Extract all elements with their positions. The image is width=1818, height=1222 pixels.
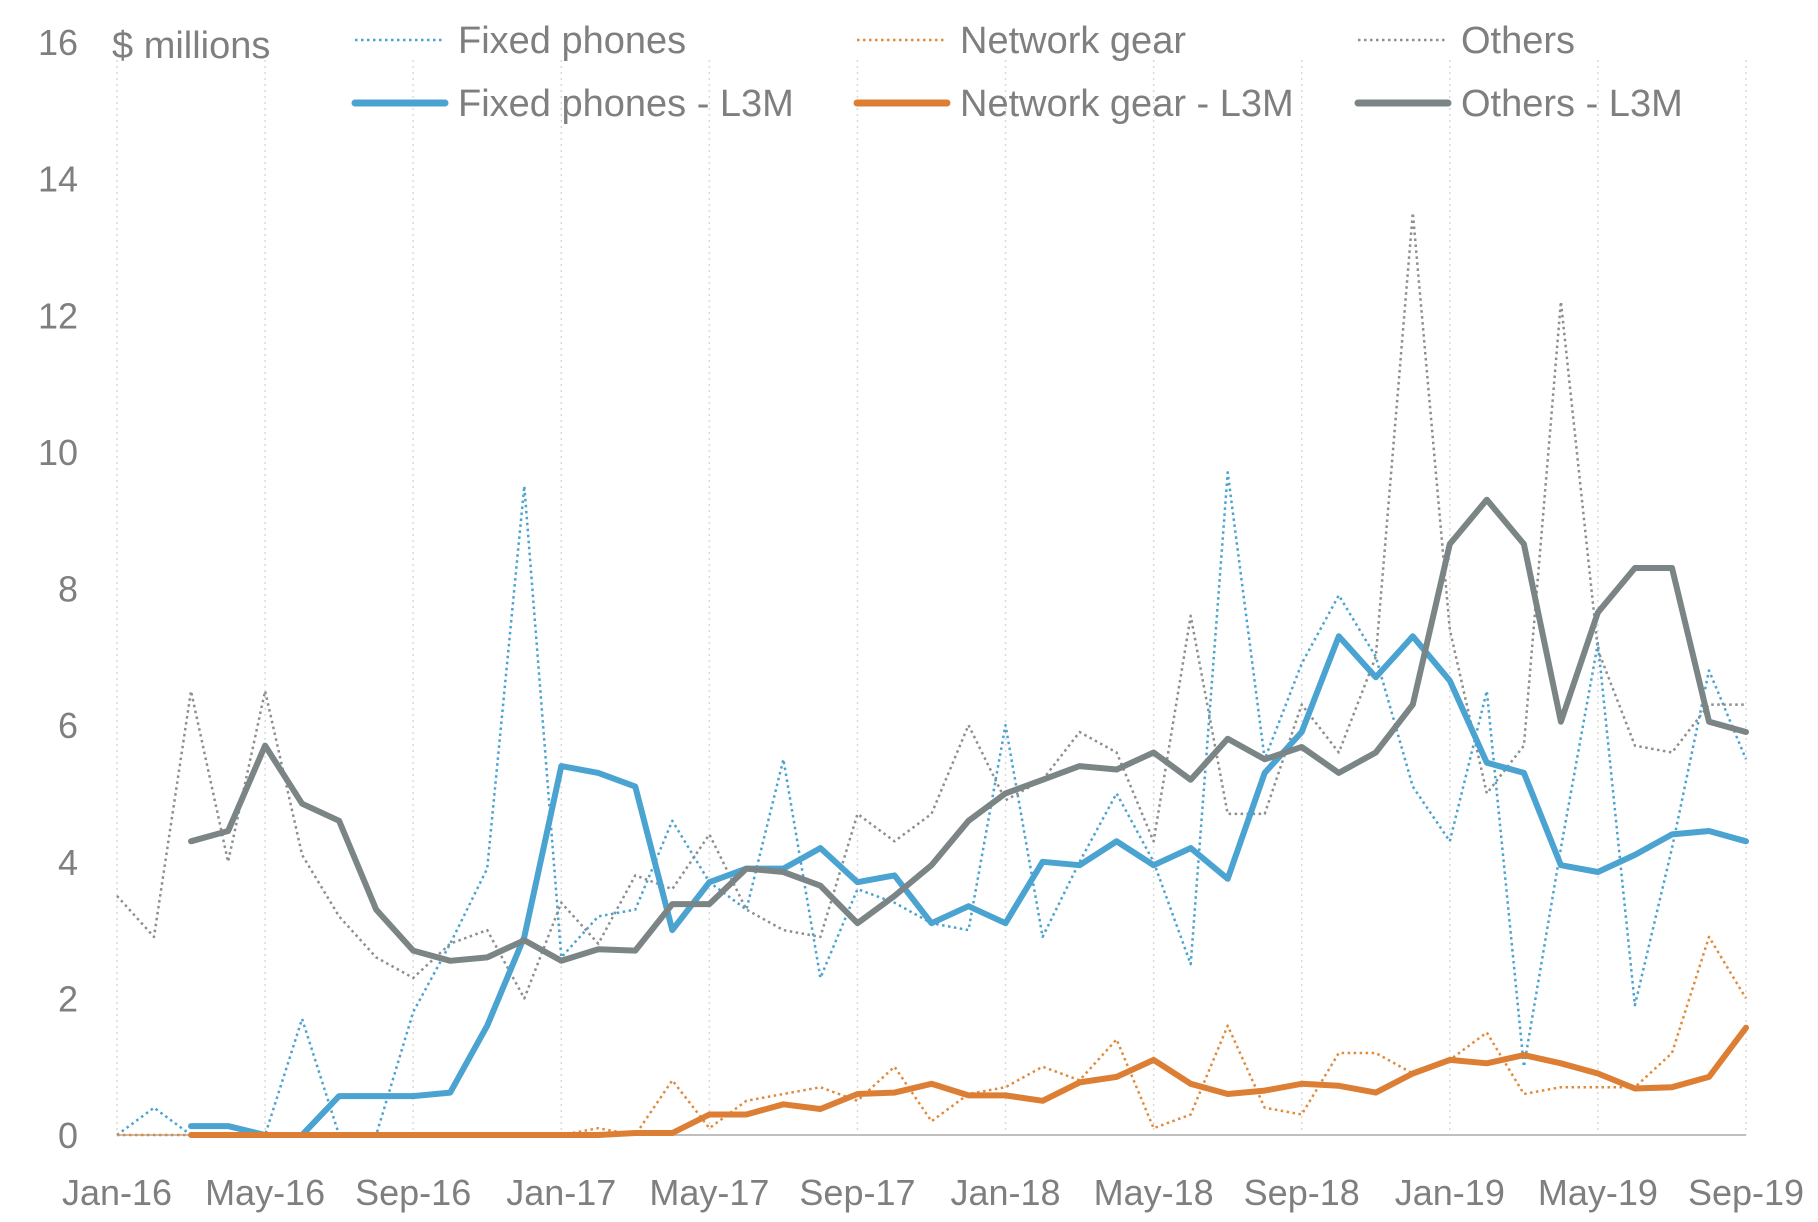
legend-label: Fixed phones bbox=[458, 20, 686, 62]
y-tick-label: 6 bbox=[58, 705, 78, 746]
x-tick-label: Jan-18 bbox=[951, 1172, 1061, 1213]
legend-label: Fixed phones - L3M bbox=[458, 83, 794, 125]
y-tick-label: 14 bbox=[38, 159, 78, 200]
x-tick-label: Jan-17 bbox=[506, 1172, 616, 1213]
series-line-network-gear-l3m bbox=[188, 1024, 1749, 1138]
x-tick-label: May-19 bbox=[1538, 1172, 1658, 1213]
x-tick-label: Jan-19 bbox=[1395, 1172, 1505, 1213]
series-line-others-l3m bbox=[188, 496, 1749, 964]
y-axis-ticks: 0 2 4 6 8 10 12 14 16 bbox=[38, 22, 78, 1156]
y-tick-label: 12 bbox=[38, 295, 78, 336]
x-tick-label: Sep-17 bbox=[799, 1172, 915, 1213]
y-tick-label: 0 bbox=[58, 1115, 78, 1156]
y-tick-label: 2 bbox=[58, 978, 78, 1019]
series-lines bbox=[116, 211, 1749, 1138]
y-tick-label: 16 bbox=[38, 22, 78, 63]
x-tick-label: Sep-18 bbox=[1244, 1172, 1360, 1213]
legend: Fixed phones Network gear Others Fixed phon… bbox=[351, 20, 1683, 125]
x-tick-label: Jan-16 bbox=[62, 1172, 172, 1213]
y-tick-label: 10 bbox=[38, 432, 78, 473]
series-line-fixed-phones bbox=[116, 471, 1748, 1137]
series-line-network-gear bbox=[117, 935, 1748, 1137]
x-tick-label: May-18 bbox=[1094, 1172, 1214, 1213]
legend-label: Network gear bbox=[960, 20, 1186, 62]
legend-label: Others - L3M bbox=[1461, 83, 1683, 125]
x-tick-label: Sep-19 bbox=[1688, 1172, 1804, 1213]
series-line-fixed-phones-l3m bbox=[188, 633, 1749, 1138]
x-axis-ticks: Jan-16 May-16 Sep-16 Jan-17 May-17 Sep-17 Jan-… bbox=[62, 1172, 1804, 1213]
y-tick-label: 4 bbox=[58, 842, 78, 883]
x-tick-label: Sep-16 bbox=[355, 1172, 471, 1213]
y-unit-label: $ millions bbox=[112, 25, 270, 67]
y-tick-label: 8 bbox=[58, 569, 78, 610]
legend-label: Others bbox=[1461, 20, 1575, 62]
vertical-gridlines bbox=[116, 60, 1747, 1135]
x-tick-label: May-16 bbox=[205, 1172, 325, 1213]
x-tick-label: May-17 bbox=[649, 1172, 769, 1213]
legend-label: Network gear - L3M bbox=[960, 83, 1294, 125]
